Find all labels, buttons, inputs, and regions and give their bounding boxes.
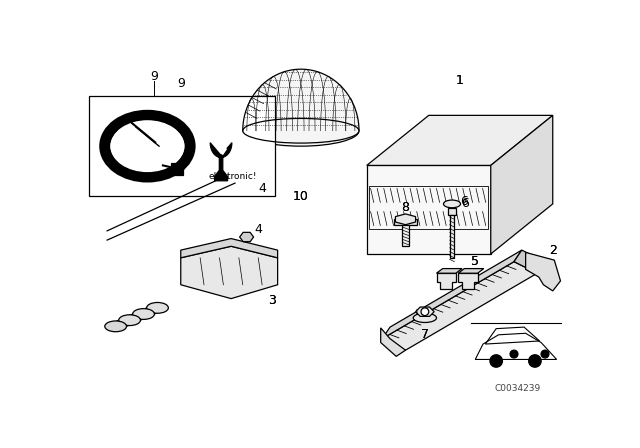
Polygon shape [450,215,454,258]
Polygon shape [491,116,553,254]
Text: 1: 1 [456,74,464,87]
Text: 4: 4 [254,223,262,236]
Polygon shape [90,96,275,196]
Text: 10: 10 [293,190,309,202]
Ellipse shape [147,302,168,313]
Text: 6: 6 [460,195,468,208]
Ellipse shape [132,309,154,319]
Polygon shape [403,225,408,246]
Ellipse shape [119,315,140,326]
Polygon shape [210,143,232,181]
Ellipse shape [105,321,127,332]
Text: 2: 2 [549,244,557,257]
Text: 3: 3 [268,293,276,307]
Text: C0034239: C0034239 [495,384,541,393]
Polygon shape [514,250,545,273]
Polygon shape [436,273,456,289]
Circle shape [490,355,502,367]
Ellipse shape [243,116,359,146]
Polygon shape [239,233,253,241]
Polygon shape [396,214,415,225]
Polygon shape [105,320,140,326]
Polygon shape [436,269,462,273]
Text: 2: 2 [549,244,557,257]
Ellipse shape [444,200,461,208]
Text: 8: 8 [401,201,410,214]
Text: 5: 5 [471,255,479,268]
Polygon shape [180,246,278,299]
Polygon shape [367,165,491,254]
Text: 5: 5 [471,255,479,268]
Circle shape [421,308,429,315]
Polygon shape [367,116,553,165]
Polygon shape [525,252,561,291]
Text: 9: 9 [150,70,158,83]
Polygon shape [458,273,477,289]
Text: 6: 6 [461,198,469,211]
Circle shape [529,355,541,367]
Polygon shape [171,163,183,176]
Polygon shape [415,307,434,316]
Text: 7: 7 [421,328,429,341]
Text: 7: 7 [421,328,429,341]
Ellipse shape [413,313,436,323]
Polygon shape [448,208,456,215]
Circle shape [510,350,518,358]
Text: 4: 4 [258,182,266,195]
Polygon shape [381,328,406,356]
Polygon shape [132,308,168,314]
Polygon shape [458,269,484,273]
Polygon shape [394,220,417,225]
Text: 3: 3 [268,293,276,307]
Text: 1: 1 [456,74,464,87]
Text: 9: 9 [177,77,185,90]
Circle shape [541,350,549,358]
Polygon shape [382,262,537,350]
Polygon shape [382,250,522,339]
Text: 8: 8 [401,201,410,214]
Text: 10: 10 [293,190,309,202]
Text: electronic!: electronic! [209,172,257,181]
Polygon shape [180,238,278,258]
Polygon shape [119,314,154,320]
